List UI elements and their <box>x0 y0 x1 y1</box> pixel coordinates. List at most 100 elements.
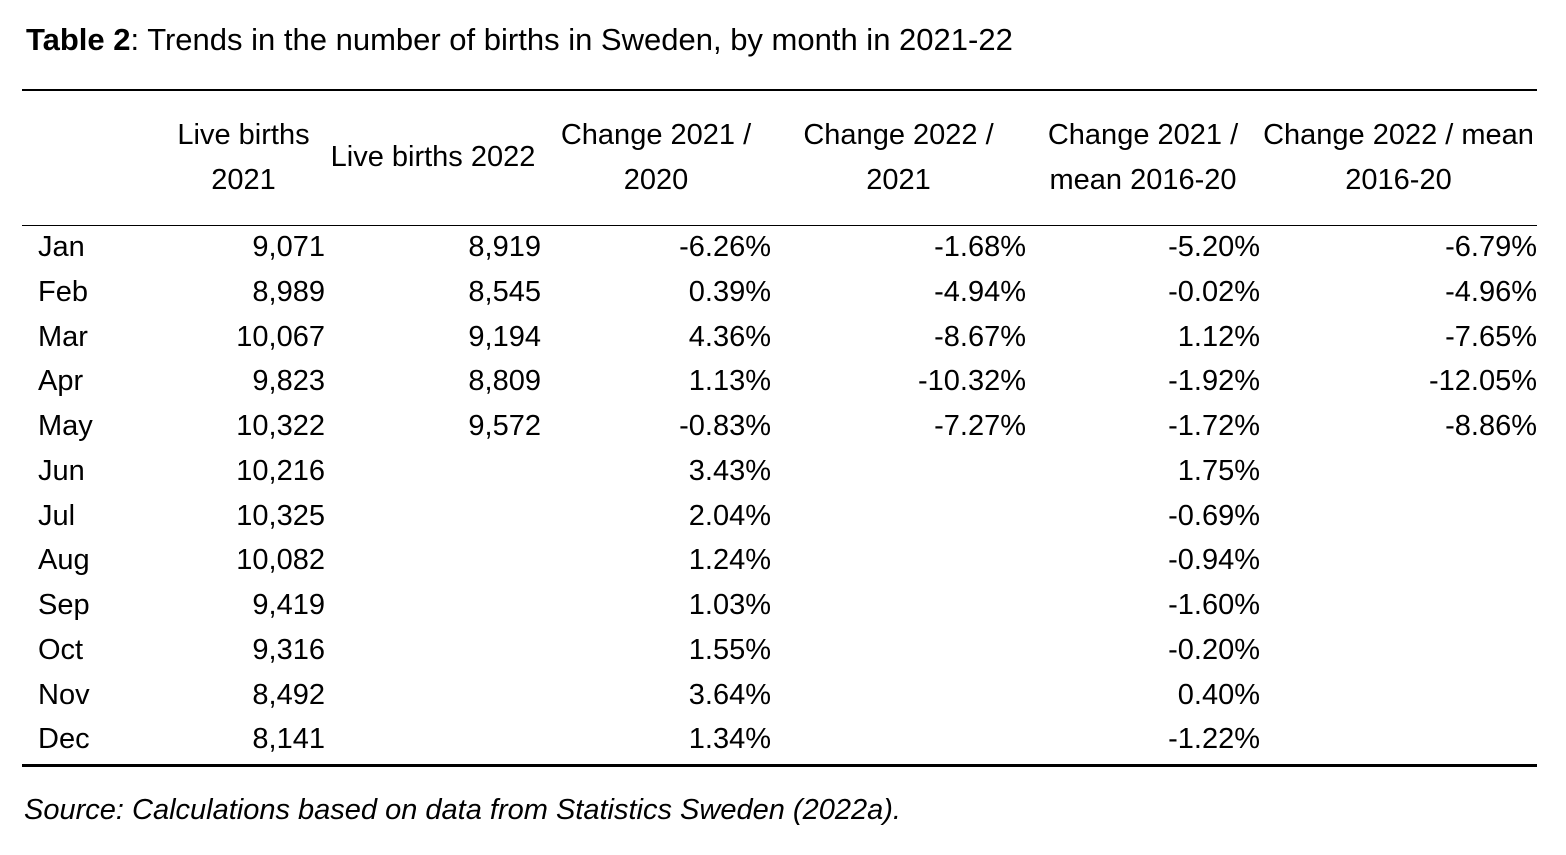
cell-change-2022-2021 <box>771 494 1026 539</box>
cell-births-2021: 9,419 <box>252 589 325 621</box>
cell-change-2021-mean: -1.92% <box>1168 365 1260 398</box>
column-header-change-2021-mean: Change 2021 / mean 2016-20 <box>1047 118 1239 196</box>
cell-change-2021-2020: 3.64% <box>688 678 771 711</box>
table-row: Apr 9,823 8,809 1.13% -10.32% -1.92% -12.05% <box>22 359 1537 404</box>
cell-change-2021-mean: -1.22% <box>1168 723 1260 756</box>
cell-births-2022 <box>325 449 541 494</box>
cell-month: May <box>38 410 93 442</box>
cell-births-2021: 9,823 <box>252 365 325 398</box>
cell-month: Nov <box>38 678 90 711</box>
cell-month: Oct <box>38 633 84 666</box>
cell-change-2021-mean: 0.40% <box>1177 678 1260 711</box>
cell-change-2022-mean: -7.65% <box>1445 320 1537 353</box>
table-top-rule <box>22 89 1537 91</box>
cell-month: Feb <box>38 275 88 308</box>
cell-change-2022-2021 <box>771 673 1026 718</box>
table-body: Jan 9,071 8,919 -6.26% -1.68% -5.20% -6.79% Feb… <box>22 225 1537 762</box>
cell-births-2022: 8,809 <box>468 365 541 398</box>
cell-births-2022 <box>325 583 541 628</box>
cell-births-2022 <box>325 538 541 583</box>
cell-births-2022: 8,919 <box>468 231 541 263</box>
table-header-row: Live births 2021 Live births 2022 Change… <box>22 90 1537 225</box>
table-row: Aug 10,082 1.24% -0.94% <box>22 538 1537 583</box>
cell-change-2021-2020: 2.04% <box>688 499 771 532</box>
cell-month: Jun <box>38 454 85 487</box>
cell-change-2021-2020: 1.13% <box>688 365 771 398</box>
cell-change-2022-mean <box>1260 628 1537 673</box>
cell-change-2022-mean: -4.96% <box>1445 275 1537 308</box>
cell-change-2021-2020: 3.43% <box>688 454 771 487</box>
table-row: Feb 8,989 8,545 0.39% -4.94% -0.02% -4.96% <box>22 270 1537 315</box>
cell-change-2022-mean <box>1260 717 1537 762</box>
table-row: May 10,322 9,572 -0.83% -7.27% -1.72% -8.86% <box>22 404 1537 449</box>
cell-births-2022 <box>325 494 541 539</box>
cell-births-2021: 9,071 <box>252 231 325 263</box>
cell-births-2021: 10,216 <box>236 454 325 487</box>
cell-change-2021-2020: 1.03% <box>688 589 771 621</box>
cell-change-2022-2021: -10.32% <box>917 365 1026 398</box>
cell-change-2021-2020: -6.26% <box>679 231 771 263</box>
cell-births-2021: 10,067 <box>236 320 325 353</box>
cell-month: Apr <box>38 365 84 398</box>
table-row: Oct 9,316 1.55% -0.20% <box>22 628 1537 673</box>
cell-births-2022: 8,545 <box>468 275 541 308</box>
cell-births-2022 <box>325 628 541 673</box>
cell-change-2022-2021: -1.68% <box>934 231 1026 263</box>
cell-births-2021: 8,141 <box>252 723 325 756</box>
cell-change-2022-mean <box>1260 449 1537 494</box>
source-note: Source: Calculations based on data from … <box>24 794 901 826</box>
cell-change-2022-mean <box>1260 494 1537 539</box>
cell-month: Mar <box>38 320 88 353</box>
cell-change-2022-mean <box>1260 583 1537 628</box>
cell-change-2021-mean: -5.20% <box>1168 231 1260 263</box>
cell-change-2022-2021 <box>771 717 1026 762</box>
cell-births-2021: 8,989 <box>252 275 325 308</box>
caption-text: : Trends in the number of births in Swed… <box>130 22 1013 57</box>
cell-births-2021: 10,082 <box>236 544 325 577</box>
cell-month: Jan <box>38 231 85 263</box>
cell-change-2021-2020: 1.34% <box>688 723 771 756</box>
caption-label: Table 2 <box>26 22 131 57</box>
table-caption: Table 2: Trends in the number of births … <box>26 20 1013 60</box>
cell-change-2022-2021 <box>771 583 1026 628</box>
cell-change-2021-mean: 1.75% <box>1177 454 1260 487</box>
column-header-births-2022: Live births 2022 <box>330 141 536 173</box>
cell-change-2022-mean: -6.79% <box>1445 231 1537 263</box>
cell-change-2022-2021: -4.94% <box>934 275 1026 308</box>
column-header-change-2022-mean: Change 2022 / mean 2016-20 <box>1263 118 1534 196</box>
cell-month: Dec <box>38 723 90 756</box>
cell-births-2022: 9,194 <box>468 320 541 353</box>
cell-change-2021-mean: -1.60% <box>1168 589 1260 621</box>
column-header-month <box>22 90 162 225</box>
table-bottom-rule <box>22 764 1537 767</box>
table-row: Mar 10,067 9,194 4.36% -8.67% 1.12% -7.65% <box>22 315 1537 360</box>
cell-change-2022-2021: -7.27% <box>934 410 1026 442</box>
cell-change-2021-mean: 1.12% <box>1177 320 1260 353</box>
cell-change-2022-mean: -12.05% <box>1428 365 1537 398</box>
column-header-births-2021: Live births 2021 <box>177 118 310 196</box>
table-row: Dec 8,141 1.34% -1.22% <box>22 717 1537 762</box>
cell-change-2021-2020: 1.55% <box>688 633 771 666</box>
table-row: Sep 9,419 1.03% -1.60% <box>22 583 1537 628</box>
cell-births-2021: 9,316 <box>252 633 325 666</box>
cell-change-2021-mean: -0.20% <box>1168 633 1260 666</box>
cell-births-2021: 10,325 <box>236 499 325 532</box>
cell-change-2022-mean <box>1260 673 1537 718</box>
column-header-change-2022-2021: Change 2022 / 2021 <box>803 118 994 196</box>
table-row: Jun 10,216 3.43% 1.75% <box>22 449 1537 494</box>
cell-change-2021-mean: -0.69% <box>1168 499 1260 532</box>
cell-change-2022-2021 <box>771 449 1026 494</box>
cell-month: Sep <box>38 589 90 621</box>
cell-change-2021-mean: -0.02% <box>1168 275 1260 308</box>
column-header-change-2021-2020: Change 2021 / 2020 <box>560 118 752 196</box>
cell-change-2022-mean <box>1260 538 1537 583</box>
cell-change-2021-mean: -0.94% <box>1168 544 1260 577</box>
births-table: Live births 2021 Live births 2022 Change… <box>22 90 1537 762</box>
cell-change-2022-mean: -8.86% <box>1445 410 1537 442</box>
cell-change-2021-2020: 4.36% <box>688 320 771 353</box>
cell-change-2022-2021 <box>771 628 1026 673</box>
cell-month: Aug <box>38 544 90 577</box>
cell-change-2021-2020: 1.24% <box>688 544 771 577</box>
cell-births-2022: 9,572 <box>468 410 541 442</box>
cell-births-2022 <box>325 673 541 718</box>
